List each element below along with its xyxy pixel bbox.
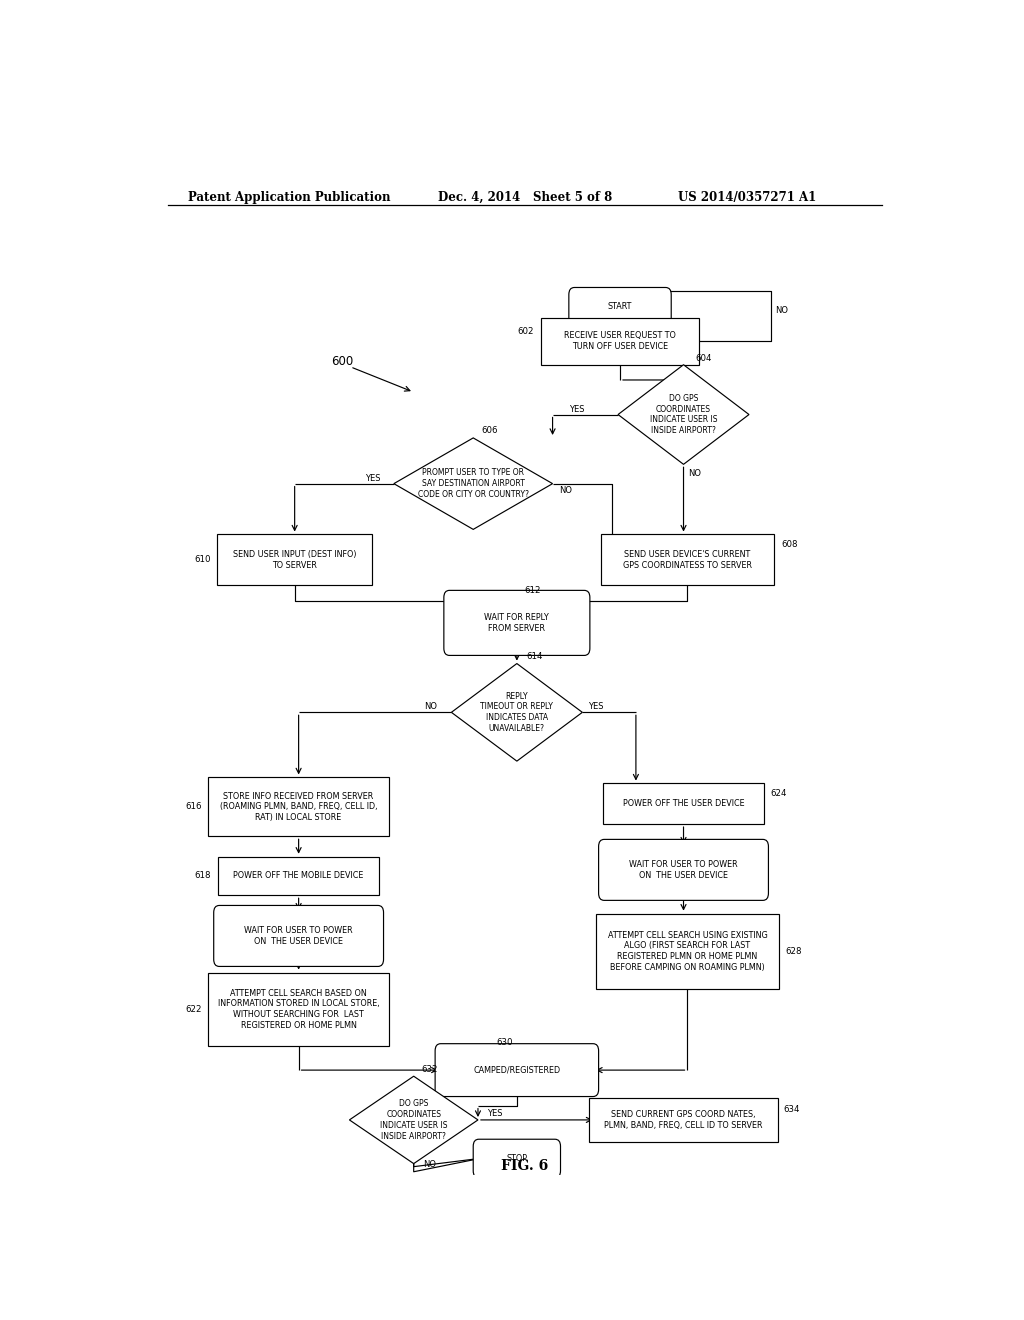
- Text: 602: 602: [518, 326, 535, 335]
- Text: FIG. 6: FIG. 6: [501, 1159, 549, 1172]
- Text: Patent Application Publication: Patent Application Publication: [187, 190, 390, 203]
- FancyBboxPatch shape: [596, 913, 778, 989]
- Text: SEND USER INPUT (DEST INFO)
TO SERVER: SEND USER INPUT (DEST INFO) TO SERVER: [232, 550, 356, 570]
- Text: 628: 628: [785, 946, 802, 956]
- FancyBboxPatch shape: [601, 535, 774, 585]
- Text: REPLY
TIMEOUT OR REPLY
INDICATES DATA
UNAVAILABLE?: REPLY TIMEOUT OR REPLY INDICATES DATA UN…: [480, 692, 553, 733]
- Text: 608: 608: [781, 540, 798, 549]
- Text: POWER OFF THE MOBILE DEVICE: POWER OFF THE MOBILE DEVICE: [233, 871, 364, 880]
- Text: NO: NO: [559, 486, 572, 495]
- Text: 632: 632: [422, 1065, 438, 1073]
- Text: WAIT FOR REPLY
FROM SERVER: WAIT FOR REPLY FROM SERVER: [484, 612, 549, 632]
- Polygon shape: [394, 438, 553, 529]
- FancyBboxPatch shape: [443, 590, 590, 656]
- Text: Dec. 4, 2014: Dec. 4, 2014: [437, 190, 520, 203]
- Text: PROMPT USER TO TYPE OR
SAY DESTINATION AIRPORT
CODE OR CITY OR COUNTRY?: PROMPT USER TO TYPE OR SAY DESTINATION A…: [418, 469, 528, 499]
- Text: WAIT FOR USER TO POWER
ON  THE USER DEVICE: WAIT FOR USER TO POWER ON THE USER DEVIC…: [629, 861, 738, 879]
- FancyBboxPatch shape: [569, 288, 671, 326]
- Text: 600: 600: [331, 355, 353, 368]
- Text: STORE INFO RECEIVED FROM SERVER
(ROAMING PLMN, BAND, FREQ, CELL ID,
RAT) IN LOCA: STORE INFO RECEIVED FROM SERVER (ROAMING…: [220, 792, 378, 822]
- FancyBboxPatch shape: [589, 1097, 778, 1142]
- Text: YES: YES: [486, 1109, 502, 1118]
- Text: YES: YES: [365, 474, 380, 483]
- FancyBboxPatch shape: [208, 973, 389, 1045]
- Text: SEND CURRENT GPS COORD NATES,
PLMN, BAND, FREQ, CELL ID TO SERVER: SEND CURRENT GPS COORD NATES, PLMN, BAND…: [604, 1110, 763, 1130]
- Polygon shape: [452, 664, 583, 762]
- FancyBboxPatch shape: [541, 318, 699, 364]
- Text: RECEIVE USER REQUEST TO
TURN OFF USER DEVICE: RECEIVE USER REQUEST TO TURN OFF USER DE…: [564, 331, 676, 351]
- FancyBboxPatch shape: [603, 784, 764, 824]
- Text: ATTEMPT CELL SEARCH BASED ON
INFORMATION STORED IN LOCAL STORE,
WITHOUT SEARCHIN: ATTEMPT CELL SEARCH BASED ON INFORMATION…: [218, 989, 380, 1030]
- Text: CAMPED/REGISTERED: CAMPED/REGISTERED: [473, 1065, 560, 1074]
- Text: POWER OFF THE USER DEVICE: POWER OFF THE USER DEVICE: [623, 800, 744, 808]
- Text: US 2014/0357271 A1: US 2014/0357271 A1: [678, 190, 816, 203]
- Text: DO GPS
COORDINATES
INDICATE USER IS
INSIDE AIRPORT?: DO GPS COORDINATES INDICATE USER IS INSI…: [380, 1100, 447, 1140]
- Text: STOP: STOP: [506, 1154, 527, 1163]
- FancyBboxPatch shape: [208, 777, 389, 837]
- FancyBboxPatch shape: [214, 906, 384, 966]
- Text: ATTEMPT CELL SEARCH USING EXISTING
ALGO (FIRST SEARCH FOR LAST
REGISTERED PLMN O: ATTEMPT CELL SEARCH USING EXISTING ALGO …: [607, 931, 767, 972]
- Text: 604: 604: [695, 354, 712, 363]
- FancyBboxPatch shape: [435, 1044, 599, 1097]
- Text: 630: 630: [497, 1038, 513, 1047]
- FancyBboxPatch shape: [218, 857, 379, 895]
- Text: SEND USER DEVICE'S CURRENT
GPS COORDINATESS TO SERVER: SEND USER DEVICE'S CURRENT GPS COORDINAT…: [623, 550, 752, 570]
- Text: NO: NO: [775, 306, 787, 315]
- Text: Sheet 5 of 8: Sheet 5 of 8: [532, 190, 612, 203]
- Text: NO: NO: [688, 469, 701, 478]
- Text: 618: 618: [195, 871, 211, 880]
- Text: 612: 612: [524, 586, 542, 595]
- Text: NO: NO: [423, 1160, 436, 1170]
- Text: 614: 614: [526, 652, 543, 661]
- Text: YES: YES: [588, 702, 604, 710]
- Text: 624: 624: [771, 789, 787, 799]
- Polygon shape: [349, 1076, 478, 1164]
- FancyBboxPatch shape: [217, 535, 372, 585]
- Text: START: START: [608, 302, 632, 312]
- Text: DO GPS
COORDINATES
INDICATE USER IS
INSIDE AIRPORT?: DO GPS COORDINATES INDICATE USER IS INSI…: [650, 393, 717, 436]
- Text: 610: 610: [195, 556, 211, 565]
- FancyBboxPatch shape: [473, 1139, 560, 1177]
- Text: 616: 616: [185, 803, 202, 812]
- Text: 634: 634: [783, 1105, 800, 1114]
- Text: 622: 622: [185, 1005, 202, 1014]
- FancyBboxPatch shape: [599, 840, 768, 900]
- Text: 606: 606: [481, 426, 498, 436]
- Text: WAIT FOR USER TO POWER
ON  THE USER DEVICE: WAIT FOR USER TO POWER ON THE USER DEVIC…: [245, 927, 353, 946]
- Text: YES: YES: [568, 405, 585, 414]
- Text: NO: NO: [425, 702, 437, 710]
- Polygon shape: [618, 364, 749, 465]
